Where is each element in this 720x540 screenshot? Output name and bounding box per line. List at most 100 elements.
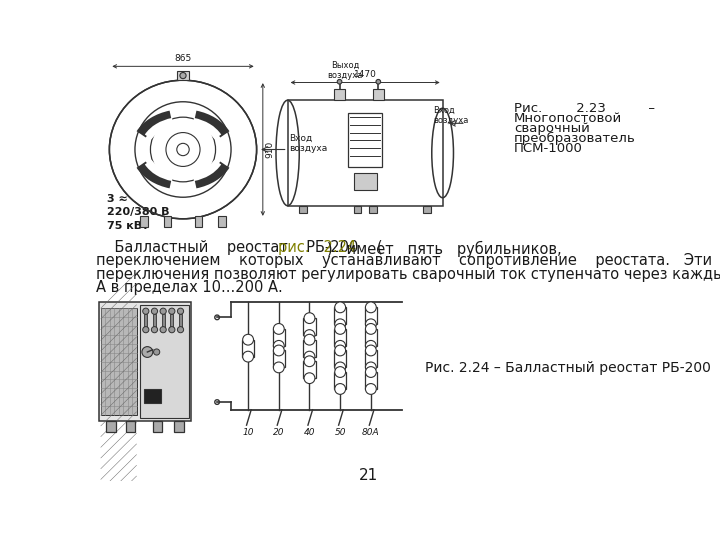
Bar	[334, 307, 346, 325]
Circle shape	[143, 308, 149, 314]
Text: 910: 910	[265, 141, 274, 158]
Circle shape	[335, 362, 346, 373]
Text: Многопостовой: Многопостовой	[514, 112, 622, 125]
Text: сварочный: сварочный	[514, 122, 590, 135]
Text: рис.   2.24: рис. 2.24	[277, 240, 356, 255]
Bar	[364, 307, 377, 325]
Bar	[423, 206, 431, 213]
Bar	[273, 350, 285, 367]
Circle shape	[168, 327, 175, 333]
Text: Балластный    реостат    РБ-200    (: Балластный реостат РБ-200 (	[96, 240, 383, 255]
Circle shape	[335, 319, 346, 330]
Bar	[373, 90, 384, 100]
Bar	[354, 173, 377, 190]
Bar	[242, 340, 254, 356]
Circle shape	[366, 362, 377, 373]
Bar	[303, 361, 315, 378]
Bar	[364, 372, 377, 389]
Text: переключения позволяют регулировать сварочный ток ступенчато через каждые 10: переключения позволяют регулировать свар…	[96, 267, 720, 281]
Bar	[218, 215, 225, 226]
Circle shape	[304, 330, 315, 340]
Text: преобразователь: преобразователь	[514, 132, 636, 145]
Circle shape	[366, 302, 377, 313]
Bar	[364, 329, 377, 346]
Bar	[364, 350, 377, 367]
Circle shape	[160, 327, 166, 333]
Circle shape	[180, 72, 186, 79]
Circle shape	[168, 308, 175, 314]
Text: 865: 865	[174, 54, 192, 63]
Text: Вход
воздуха: Вход воздуха	[289, 133, 328, 153]
Text: Выход
воздуха: Выход воздуха	[328, 61, 363, 80]
Circle shape	[243, 334, 253, 345]
Bar	[194, 215, 202, 226]
Circle shape	[177, 308, 184, 314]
Text: 20: 20	[273, 428, 284, 437]
Text: Рис. 2.24 – Балластный реостат РБ-200: Рис. 2.24 – Балластный реостат РБ-200	[425, 361, 711, 375]
Bar	[153, 421, 162, 432]
Circle shape	[366, 383, 377, 394]
Circle shape	[304, 351, 315, 362]
Bar	[334, 372, 346, 389]
Bar	[99, 302, 191, 421]
Text: Рис.        2.23          –: Рис. 2.23 –	[514, 102, 655, 115]
Text: 1470: 1470	[354, 70, 377, 79]
Bar	[161, 314, 165, 328]
Text: Вход
воздуха: Вход воздуха	[433, 106, 469, 125]
Circle shape	[274, 362, 284, 373]
Circle shape	[151, 327, 158, 333]
Circle shape	[337, 79, 342, 84]
Circle shape	[274, 323, 284, 334]
Circle shape	[376, 79, 381, 84]
Bar	[273, 329, 285, 346]
Circle shape	[335, 367, 346, 377]
Text: ПСМ-1000: ПСМ-1000	[514, 142, 582, 155]
Bar	[140, 305, 189, 418]
Bar	[101, 308, 137, 415]
Bar	[300, 206, 307, 213]
Bar	[303, 318, 315, 335]
Bar	[163, 215, 171, 226]
Circle shape	[335, 340, 346, 351]
Text: 40: 40	[304, 428, 315, 437]
Circle shape	[335, 323, 346, 334]
Circle shape	[366, 340, 377, 351]
Bar	[369, 206, 377, 213]
Bar	[174, 421, 184, 432]
Bar	[153, 314, 156, 328]
Text: переключением    которых    устанавливают    сопротивление    реостата.   Эти: переключением которых устанавливают сопр…	[96, 253, 712, 268]
Circle shape	[335, 383, 346, 394]
Bar	[171, 314, 174, 328]
Bar	[334, 350, 346, 367]
Circle shape	[304, 334, 315, 345]
Bar	[334, 90, 345, 100]
Bar	[107, 421, 116, 432]
Circle shape	[143, 327, 149, 333]
Circle shape	[366, 319, 377, 330]
Circle shape	[335, 302, 346, 313]
Circle shape	[304, 313, 315, 323]
Circle shape	[151, 308, 158, 314]
Text: 50: 50	[334, 428, 346, 437]
Text: 10: 10	[243, 428, 254, 437]
Circle shape	[160, 308, 166, 314]
Text: )   имеет   пять   рубильников,: ) имеет пять рубильников,	[328, 240, 562, 256]
Circle shape	[177, 327, 184, 333]
Circle shape	[304, 356, 315, 367]
Text: 21: 21	[359, 468, 379, 483]
Circle shape	[335, 345, 346, 356]
Bar	[348, 113, 382, 167]
Circle shape	[304, 373, 315, 383]
Circle shape	[243, 351, 253, 362]
Bar	[179, 314, 182, 328]
Bar	[177, 71, 189, 80]
Text: 3 ≈
220/380 В
75 кВт: 3 ≈ 220/380 В 75 кВт	[107, 194, 169, 231]
Bar	[144, 389, 161, 403]
Bar	[144, 314, 148, 328]
Circle shape	[142, 347, 153, 357]
Bar	[287, 100, 443, 206]
Bar	[126, 421, 135, 432]
Bar	[303, 340, 315, 356]
Circle shape	[274, 345, 284, 356]
Circle shape	[366, 323, 377, 334]
